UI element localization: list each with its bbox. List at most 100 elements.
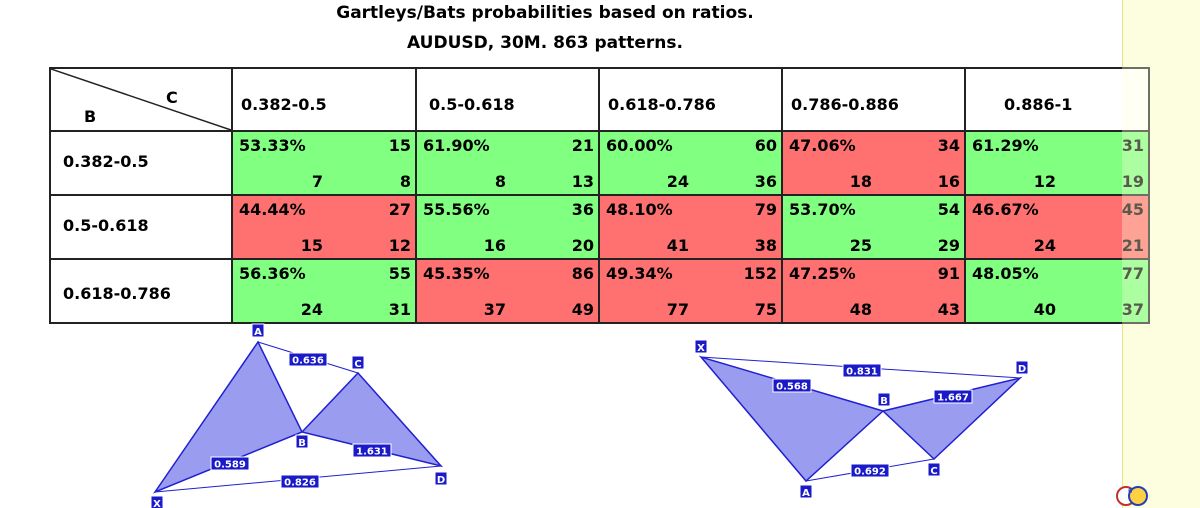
pattern2-ratio-ab-box: [772, 378, 812, 393]
column-header: 0.886-1: [966, 69, 1150, 132]
cell-right-count: 36: [754, 172, 777, 191]
cell-left-count: 12: [1033, 172, 1056, 191]
table-cell: 61.29% 31 12 19: [966, 132, 1150, 196]
table-cell: 60.00% 60 24 36: [600, 132, 783, 196]
cell-left-count: 15: [300, 236, 323, 255]
corner-diagonal: [51, 69, 232, 131]
cell-right-count: 12: [388, 236, 411, 255]
pattern1-point-d: D: [437, 475, 445, 486]
cell-total-count: 27: [388, 200, 411, 219]
cell-right-count: 8: [399, 172, 411, 191]
pattern2-ratio-ac: 0.692: [854, 467, 886, 478]
pattern1-point-x: X: [153, 499, 161, 508]
cell-percentage: 60.00%: [606, 136, 673, 155]
table-cell: 49.34% 152 77 75: [600, 260, 783, 324]
cell-left-count: 16: [483, 236, 506, 255]
cell-left-count: 8: [494, 172, 506, 191]
column-header-label: 0.5-0.618: [429, 95, 515, 114]
cell-total-count: 152: [743, 264, 777, 283]
pattern1-point-a: A: [254, 327, 262, 338]
cell-right-count: 20: [571, 236, 594, 255]
cell-left-count: 24: [666, 172, 689, 191]
cell-right-count: 31: [388, 300, 411, 319]
table-cell: 53.33% 15 7 8: [233, 132, 417, 196]
cell-left-count: 7: [311, 172, 323, 191]
cell-total-count: 86: [571, 264, 594, 283]
cell-left-count: 37: [483, 300, 506, 319]
cell-total-count: 91: [937, 264, 960, 283]
cell-total-count: 21: [571, 136, 594, 155]
table-cell: 47.25% 91 48 43: [783, 260, 966, 324]
pattern1-point-a-box: [251, 323, 265, 338]
cell-right-count: 37: [1121, 300, 1144, 319]
cell-left-count: 40: [1033, 300, 1056, 319]
cell-percentage: 49.34%: [606, 264, 673, 283]
cell-percentage: 45.35%: [423, 264, 490, 283]
cell-percentage: 61.29%: [972, 136, 1039, 155]
pattern1-point-c-box: [351, 355, 365, 370]
column-header: 0.618-0.786: [600, 69, 783, 132]
column-header: 0.5-0.618: [417, 69, 600, 132]
probability-table: C B 0.382-0.5 0.5-0.618 0.618-0.786 0.786-0.8…: [49, 67, 1150, 324]
cell-percentage: 47.06%: [789, 136, 856, 155]
cell-total-count: 54: [937, 200, 960, 219]
row-header: 0.618-0.786: [51, 260, 233, 324]
cell-percentage: 55.56%: [423, 200, 490, 219]
pattern2-point-d: D: [1018, 364, 1026, 375]
cell-right-count: 16: [937, 172, 960, 191]
cell-percentage: 61.90%: [423, 136, 490, 155]
pattern1-ratio-xd: 0.826: [284, 478, 316, 489]
table-cell: 48.10% 79 41 38: [600, 196, 783, 260]
app-logo-icon: 6: [1116, 486, 1148, 506]
table-cell: 56.36% 55 24 31: [233, 260, 417, 324]
row-header-label: 0.382-0.5: [63, 152, 149, 171]
pattern2-point-b-box: [877, 392, 891, 407]
pattern2-point-a: A: [802, 488, 810, 499]
pattern2-ratio-xd-box: [842, 363, 882, 378]
pattern2-point-c: C: [930, 466, 937, 477]
pattern2-ratio-xd: 0.831: [846, 367, 878, 378]
column-header-label: 0.382-0.5: [241, 95, 327, 114]
pattern1-point-c: C: [354, 359, 361, 370]
row-header: 0.382-0.5: [51, 132, 233, 196]
row-header: 0.5-0.618: [51, 196, 233, 260]
cell-right-count: 19: [1121, 172, 1144, 191]
cell-percentage: 48.05%: [972, 264, 1039, 283]
cell-total-count: 55: [388, 264, 411, 283]
corner-col-axis-label: C: [166, 88, 178, 107]
cell-total-count: 15: [388, 136, 411, 155]
corner-row-axis-label: B: [84, 107, 97, 126]
pattern2-point-b: B: [880, 396, 888, 407]
pattern1-point-d-box: [434, 471, 448, 486]
cell-left-count: 24: [300, 300, 323, 319]
svg-text:6: 6: [1128, 487, 1133, 495]
cell-right-count: 49: [571, 300, 594, 319]
pattern1-ratio-xb-box: [210, 456, 250, 471]
cell-right-count: 75: [754, 300, 777, 319]
cell-right-count: 29: [937, 236, 960, 255]
table-cell: 44.44% 27 15 12: [233, 196, 417, 260]
cell-percentage: 44.44%: [239, 200, 306, 219]
cell-percentage: 48.10%: [606, 200, 673, 219]
column-header: 0.786-0.886: [783, 69, 966, 132]
cell-left-count: 77: [666, 300, 689, 319]
table-cell: 55.56% 36 16 20: [417, 196, 600, 260]
cell-total-count: 77: [1121, 264, 1144, 283]
pattern2-ratio-ac-box: [850, 463, 890, 478]
row-header-label: 0.5-0.618: [63, 216, 149, 235]
pattern2-point-c-box: [927, 462, 941, 477]
cell-percentage: 53.33%: [239, 136, 306, 155]
pattern2-point-a-box: [799, 484, 813, 499]
pattern1-point-b-box: [295, 434, 309, 449]
column-header-label: 0.886-1: [1004, 95, 1073, 114]
column-header-label: 0.618-0.786: [608, 95, 716, 114]
table-cell: 48.05% 77 40 37: [966, 260, 1150, 324]
pattern2-ratio-bd-box: [933, 389, 973, 404]
pattern1-ratio-xd-box: [280, 474, 320, 489]
pattern1-ratio-bd: 1.631: [356, 447, 388, 458]
cell-percentage: 46.67%: [972, 200, 1039, 219]
cell-left-count: 41: [666, 236, 689, 255]
cell-total-count: 31: [1121, 136, 1144, 155]
column-header-label: 0.786-0.886: [791, 95, 899, 114]
